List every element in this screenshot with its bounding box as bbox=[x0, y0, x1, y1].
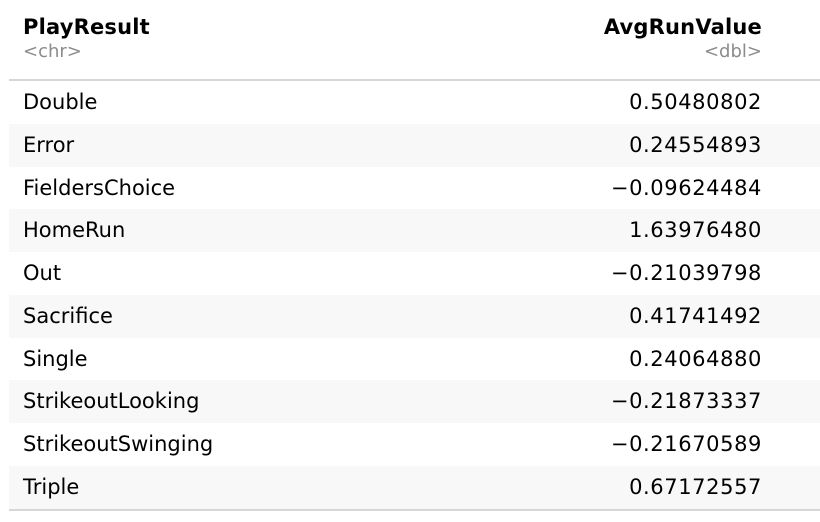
table-row: Double 0.50480802 bbox=[9, 81, 820, 124]
table-row: Sacrifice 0.41741492 bbox=[9, 294, 820, 338]
cell-playresult: Error bbox=[23, 132, 75, 157]
cell-avgrunvalue: 0.67172557 bbox=[629, 474, 762, 499]
table-row: StrikeoutLooking −0.21873337 bbox=[9, 380, 820, 423]
cell-avgrunvalue: 0.24064880 bbox=[629, 346, 762, 371]
table-row: FieldersChoice −0.09624484 bbox=[9, 167, 820, 210]
cell-playresult: Single bbox=[23, 346, 88, 371]
table-row: Out −0.21039798 bbox=[9, 252, 820, 295]
table-header: PlayResult <chr> AvgRunValue <dbl> bbox=[9, 13, 820, 81]
table-row: Error 0.24554893 bbox=[9, 123, 820, 167]
cell-avgrunvalue: 0.24554893 bbox=[629, 132, 762, 157]
column-type: <dbl> bbox=[703, 41, 762, 62]
cell-playresult: Sacrifice bbox=[23, 303, 113, 328]
table-row: StrikeoutSwinging −0.21670589 bbox=[9, 423, 820, 466]
data-table: PlayResult <chr> AvgRunValue <dbl> Doubl… bbox=[9, 13, 820, 511]
cell-playresult: StrikeoutLooking bbox=[23, 389, 200, 414]
cell-avgrunvalue: −0.09624484 bbox=[610, 175, 762, 200]
table-row: Single 0.24064880 bbox=[9, 338, 820, 381]
column-name: PlayResult bbox=[23, 15, 150, 39]
cell-playresult: Out bbox=[23, 261, 62, 285]
cell-avgrunvalue: −0.21873337 bbox=[610, 389, 762, 414]
cell-avgrunvalue: 1.63976480 bbox=[629, 218, 762, 243]
table-row: Triple 0.67172557 bbox=[9, 465, 820, 509]
table-bottom-border bbox=[9, 508, 820, 511]
cell-avgrunvalue: 0.50480802 bbox=[629, 90, 762, 114]
cell-avgrunvalue: 0.41741492 bbox=[629, 303, 762, 328]
cell-playresult: StrikeoutSwinging bbox=[23, 432, 214, 456]
cell-playresult: FieldersChoice bbox=[23, 175, 176, 200]
cell-playresult: Triple bbox=[23, 474, 80, 499]
column-header-avgrunvalue[interactable]: AvgRunValue <dbl> bbox=[604, 13, 762, 63]
column-type: <chr> bbox=[23, 41, 82, 62]
cell-avgrunvalue: −0.21039798 bbox=[610, 261, 762, 285]
column-header-playresult[interactable]: PlayResult <chr> bbox=[23, 13, 150, 63]
column-name: AvgRunValue bbox=[603, 15, 762, 39]
cell-playresult: Double bbox=[23, 90, 98, 114]
cell-avgrunvalue: −0.21670589 bbox=[610, 432, 762, 456]
cell-playresult: HomeRun bbox=[23, 218, 126, 243]
table-row: HomeRun 1.63976480 bbox=[9, 209, 820, 252]
